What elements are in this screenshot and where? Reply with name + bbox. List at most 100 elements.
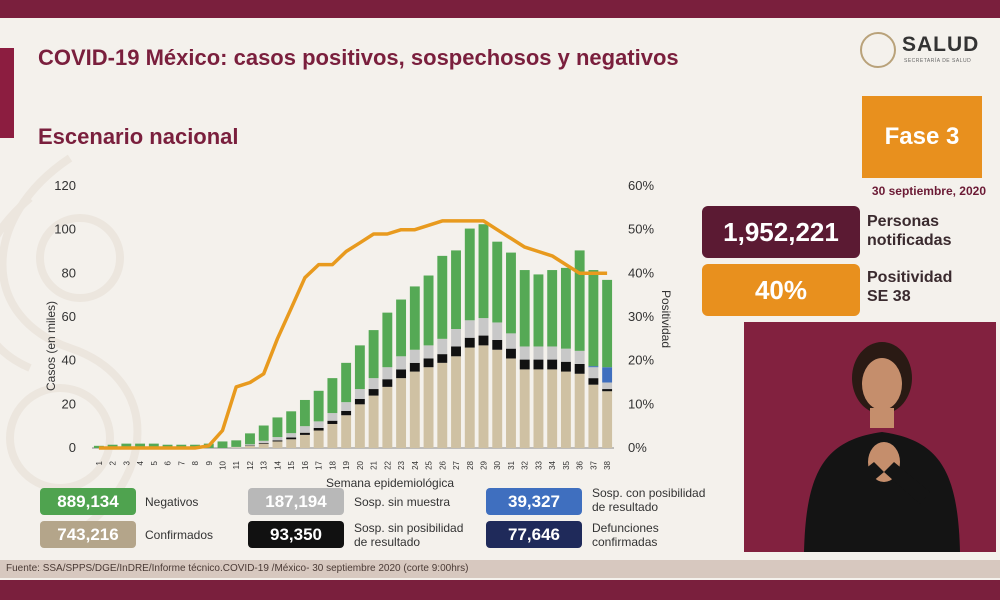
suspected-possible-result-label: Sosp. con posibilidad de resultado xyxy=(592,486,722,514)
bar-negativos xyxy=(464,228,475,321)
salud-logo: SALUD SECRETARÍA DE SALUD xyxy=(860,32,990,72)
x-tick-label: 37 xyxy=(589,460,598,469)
bar-negativos xyxy=(478,224,489,319)
x-tick-label: 6 xyxy=(164,460,173,465)
bar-confirmados xyxy=(574,373,585,448)
x-tick-label: 34 xyxy=(548,460,557,469)
bar-negativos xyxy=(519,270,530,347)
suspected-no-result-label-line1: Sosp. sin posibilidad xyxy=(354,521,464,535)
bar-negativos xyxy=(409,286,420,350)
bar-sin_muestra xyxy=(382,367,393,380)
bar-sin_muestra xyxy=(478,318,489,336)
bar-confirmados xyxy=(327,423,338,448)
deaths-label: Defunciones confirmadas xyxy=(592,521,702,549)
x-tick-label: 19 xyxy=(342,460,351,469)
suspected-no-result-label: Sosp. sin posibilidad de resultado xyxy=(354,521,464,549)
bar-sin_muestra xyxy=(519,346,530,360)
bar-sin_posibilidad xyxy=(327,420,338,424)
bar-confirmados xyxy=(396,378,407,448)
bar-confirmados xyxy=(492,349,503,448)
x-tick-label: 22 xyxy=(383,460,392,469)
bar-sin_posibilidad xyxy=(533,359,544,370)
y-tick-label: 60 xyxy=(62,309,76,324)
bar-confirmados xyxy=(423,367,434,448)
bar-confirmados xyxy=(547,369,558,448)
bar-confirmados xyxy=(299,434,310,448)
y-tick-label: 80 xyxy=(62,265,76,280)
bar-sin_muestra xyxy=(245,444,255,446)
positivity-label-line1: Positividad xyxy=(867,269,953,286)
bar-sin_muestra xyxy=(588,367,599,379)
bar-sin_posibilidad xyxy=(437,354,448,363)
x-tick-label: 35 xyxy=(562,460,571,469)
positivity-label: Positividad SE 38 xyxy=(867,268,952,306)
x-tick-label: 12 xyxy=(246,460,255,469)
bar-sin_posibilidad xyxy=(354,398,365,405)
bar-negativos xyxy=(547,270,558,347)
bar-confirmados xyxy=(464,347,475,448)
x-tick-label: 23 xyxy=(397,460,406,469)
bar-sin_posibilidad xyxy=(299,432,310,435)
confirmed-label: Confirmados xyxy=(145,528,214,542)
y-axis-label: Casos (en miles) xyxy=(44,301,58,391)
bar-sin_posibilidad xyxy=(286,437,297,440)
interpreter-figure xyxy=(804,342,960,552)
bar-confirmados xyxy=(286,439,297,448)
x-tick-label: 24 xyxy=(411,460,420,469)
bar-confirmados xyxy=(506,358,516,448)
x-tick-label: 17 xyxy=(315,460,324,469)
phase-badge: Fase 3 xyxy=(862,96,982,178)
x-tick-label: 13 xyxy=(260,460,269,469)
bar-negativos xyxy=(121,443,132,448)
accent-tab xyxy=(0,48,14,138)
suspected-possible-result-label-line2: de resultado xyxy=(592,500,659,514)
y-tick-label: 0 xyxy=(69,440,76,455)
bar-confirmados xyxy=(533,369,544,448)
bar-confirmados xyxy=(478,345,489,448)
x-tick-label: 33 xyxy=(534,460,543,469)
bar-sin_posibilidad xyxy=(341,410,352,416)
y2-tick-label: 30% xyxy=(628,309,654,324)
bar-negativos xyxy=(258,425,269,441)
negatives-label: Negativos xyxy=(145,495,199,509)
bar-sin_muestra xyxy=(464,320,475,338)
bar-sin_muestra xyxy=(437,338,448,355)
y2-tick-label: 20% xyxy=(628,353,654,368)
bar-negativos xyxy=(588,270,599,367)
government-seal-icon xyxy=(860,32,896,68)
slide: COVID-19 México: casos positivos, sospec… xyxy=(0,18,1000,580)
bar-sin_muestra xyxy=(409,349,420,363)
bar-sin_posibilidad xyxy=(423,358,434,368)
x-tick-label: 20 xyxy=(356,460,365,469)
bar-confirmados xyxy=(341,415,352,448)
bar-sin_posibilidad xyxy=(588,378,599,385)
source-note: Fuente: SSA/SPPS/DGE/InDRE/Informe técni… xyxy=(6,563,469,574)
bar-confirmados xyxy=(245,445,255,448)
x-tick-label: 32 xyxy=(521,460,530,469)
y2-tick-label: 40% xyxy=(628,265,654,280)
bar-sin_posibilidad xyxy=(574,363,585,374)
bar-sin_muestra xyxy=(574,350,585,364)
bar-negativos xyxy=(492,241,503,323)
suspected-no-sample-label: Sosp. sin muestra xyxy=(354,495,451,509)
bar-negativos xyxy=(217,441,228,448)
x-tick-label: 9 xyxy=(205,460,214,465)
notified-count: 1,952,221 xyxy=(702,206,860,258)
bar-sin_muestra xyxy=(423,345,434,359)
x-tick-label: 29 xyxy=(480,460,489,469)
bar-confirmados xyxy=(382,386,393,448)
bar-negativos xyxy=(574,250,585,351)
x-tick-label: 27 xyxy=(452,460,461,469)
bar-negativos xyxy=(602,279,613,368)
y-tick-label: 40 xyxy=(62,353,76,368)
bar-sin_muestra xyxy=(327,413,338,421)
bar-sin_muestra xyxy=(354,389,365,399)
x-tick-label: 36 xyxy=(576,460,585,469)
bar-sin_posibilidad xyxy=(464,337,475,348)
bar-negativos xyxy=(533,274,544,347)
x-tick-label: 7 xyxy=(177,460,186,465)
x-tick-label: 30 xyxy=(493,460,502,469)
sign-language-interpreter-video xyxy=(744,322,996,552)
y2-tick-label: 0% xyxy=(628,440,647,455)
